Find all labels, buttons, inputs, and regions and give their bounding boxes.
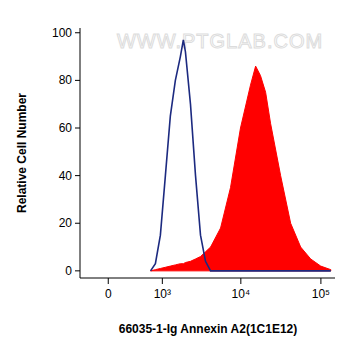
chart: WWW.PTGLAB.COM 0 20 40 60 80 100 0 10³ 10⁴ 10⁵ 6603…	[0, 0, 361, 356]
y-tick-label: 80	[59, 73, 73, 87]
histogram-line	[151, 40, 331, 271]
x-axis-label: 66035-1-Ig Annexin A2(1C1E12)	[119, 322, 298, 336]
y-tick-label: 40	[59, 169, 73, 183]
y-tick	[75, 270, 80, 271]
y-tick	[75, 80, 80, 81]
y-tick	[75, 128, 80, 129]
y-tick-label: 60	[59, 121, 73, 135]
y-tick	[75, 32, 80, 33]
y-tick	[75, 175, 80, 176]
y-tick-label: 100	[52, 26, 72, 40]
plot-area	[151, 40, 331, 271]
x-tick	[108, 278, 109, 284]
y-tick-label: 0	[65, 264, 72, 278]
histogram-area	[151, 66, 331, 271]
x-axis	[80, 278, 335, 279]
y-axis	[80, 28, 81, 278]
x-tick-label: 10⁵	[312, 287, 330, 301]
y-axis-label: Relative Cell Number	[15, 93, 29, 213]
x-tick	[320, 278, 321, 284]
watermark: WWW.PTGLAB.COM	[117, 30, 323, 52]
y-tick	[75, 223, 80, 224]
x-tick	[162, 278, 163, 284]
x-tick	[240, 278, 241, 284]
x-tick-label: 10⁴	[232, 287, 251, 301]
x-tick-label: 10³	[154, 287, 171, 301]
x-tick-label: 0	[105, 287, 112, 301]
y-tick-label: 20	[59, 216, 73, 230]
